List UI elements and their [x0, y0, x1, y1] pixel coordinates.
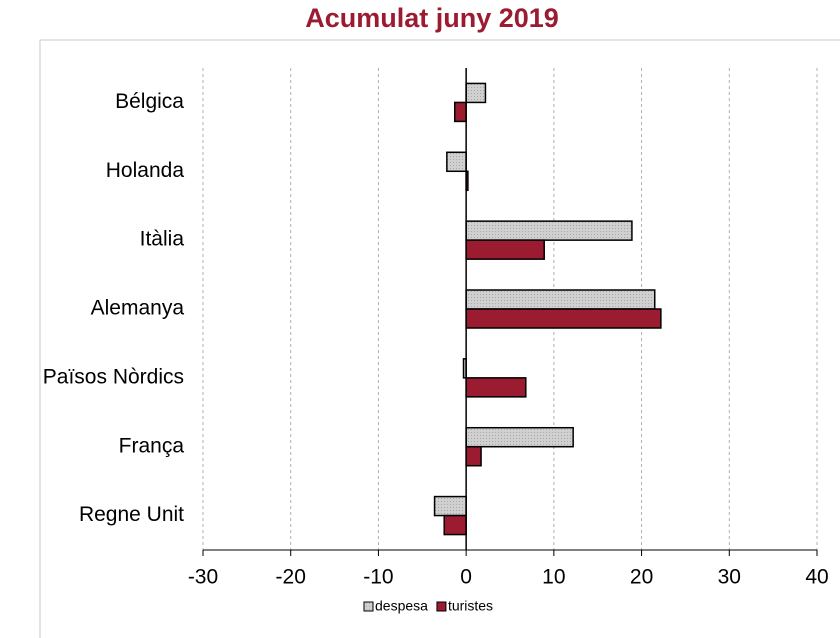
legend-label: despesa [375, 598, 428, 614]
bar [433, 495, 467, 517]
legend-label: turistes [448, 598, 493, 614]
bar [465, 82, 487, 104]
bar [465, 220, 633, 241]
x-tick-label: 30 [718, 566, 741, 589]
bar [465, 426, 574, 448]
y-tick-label: Holanda [106, 159, 185, 182]
y-tick-label: Bélgica [115, 90, 184, 113]
bar [443, 514, 467, 536]
y-tick-label: Països Nòrdics [43, 365, 184, 388]
bar [465, 239, 545, 260]
y-tick-label: Regne Unit [79, 503, 184, 526]
y-tick-label: Itàlia [140, 228, 185, 251]
legend-swatch [436, 601, 447, 612]
y-tick-label: Alemanya [91, 297, 185, 320]
bar [465, 289, 656, 310]
x-tick-label: 20 [630, 566, 653, 589]
x-tick-label: -20 [276, 566, 306, 589]
bar [446, 151, 467, 173]
x-tick-label: 40 [805, 566, 828, 589]
y-tick-label: França [119, 434, 185, 457]
bar [465, 377, 527, 398]
x-tick-label: -30 [188, 566, 218, 589]
bar [453, 101, 467, 123]
x-tick-label: 0 [460, 566, 472, 589]
bar [465, 308, 662, 329]
chart-title: Acumulat juny 2019 [305, 3, 559, 33]
x-tick-label: 10 [542, 566, 565, 589]
legend-swatch [363, 601, 374, 612]
bar [465, 445, 482, 467]
x-tick-label: -10 [363, 566, 393, 589]
